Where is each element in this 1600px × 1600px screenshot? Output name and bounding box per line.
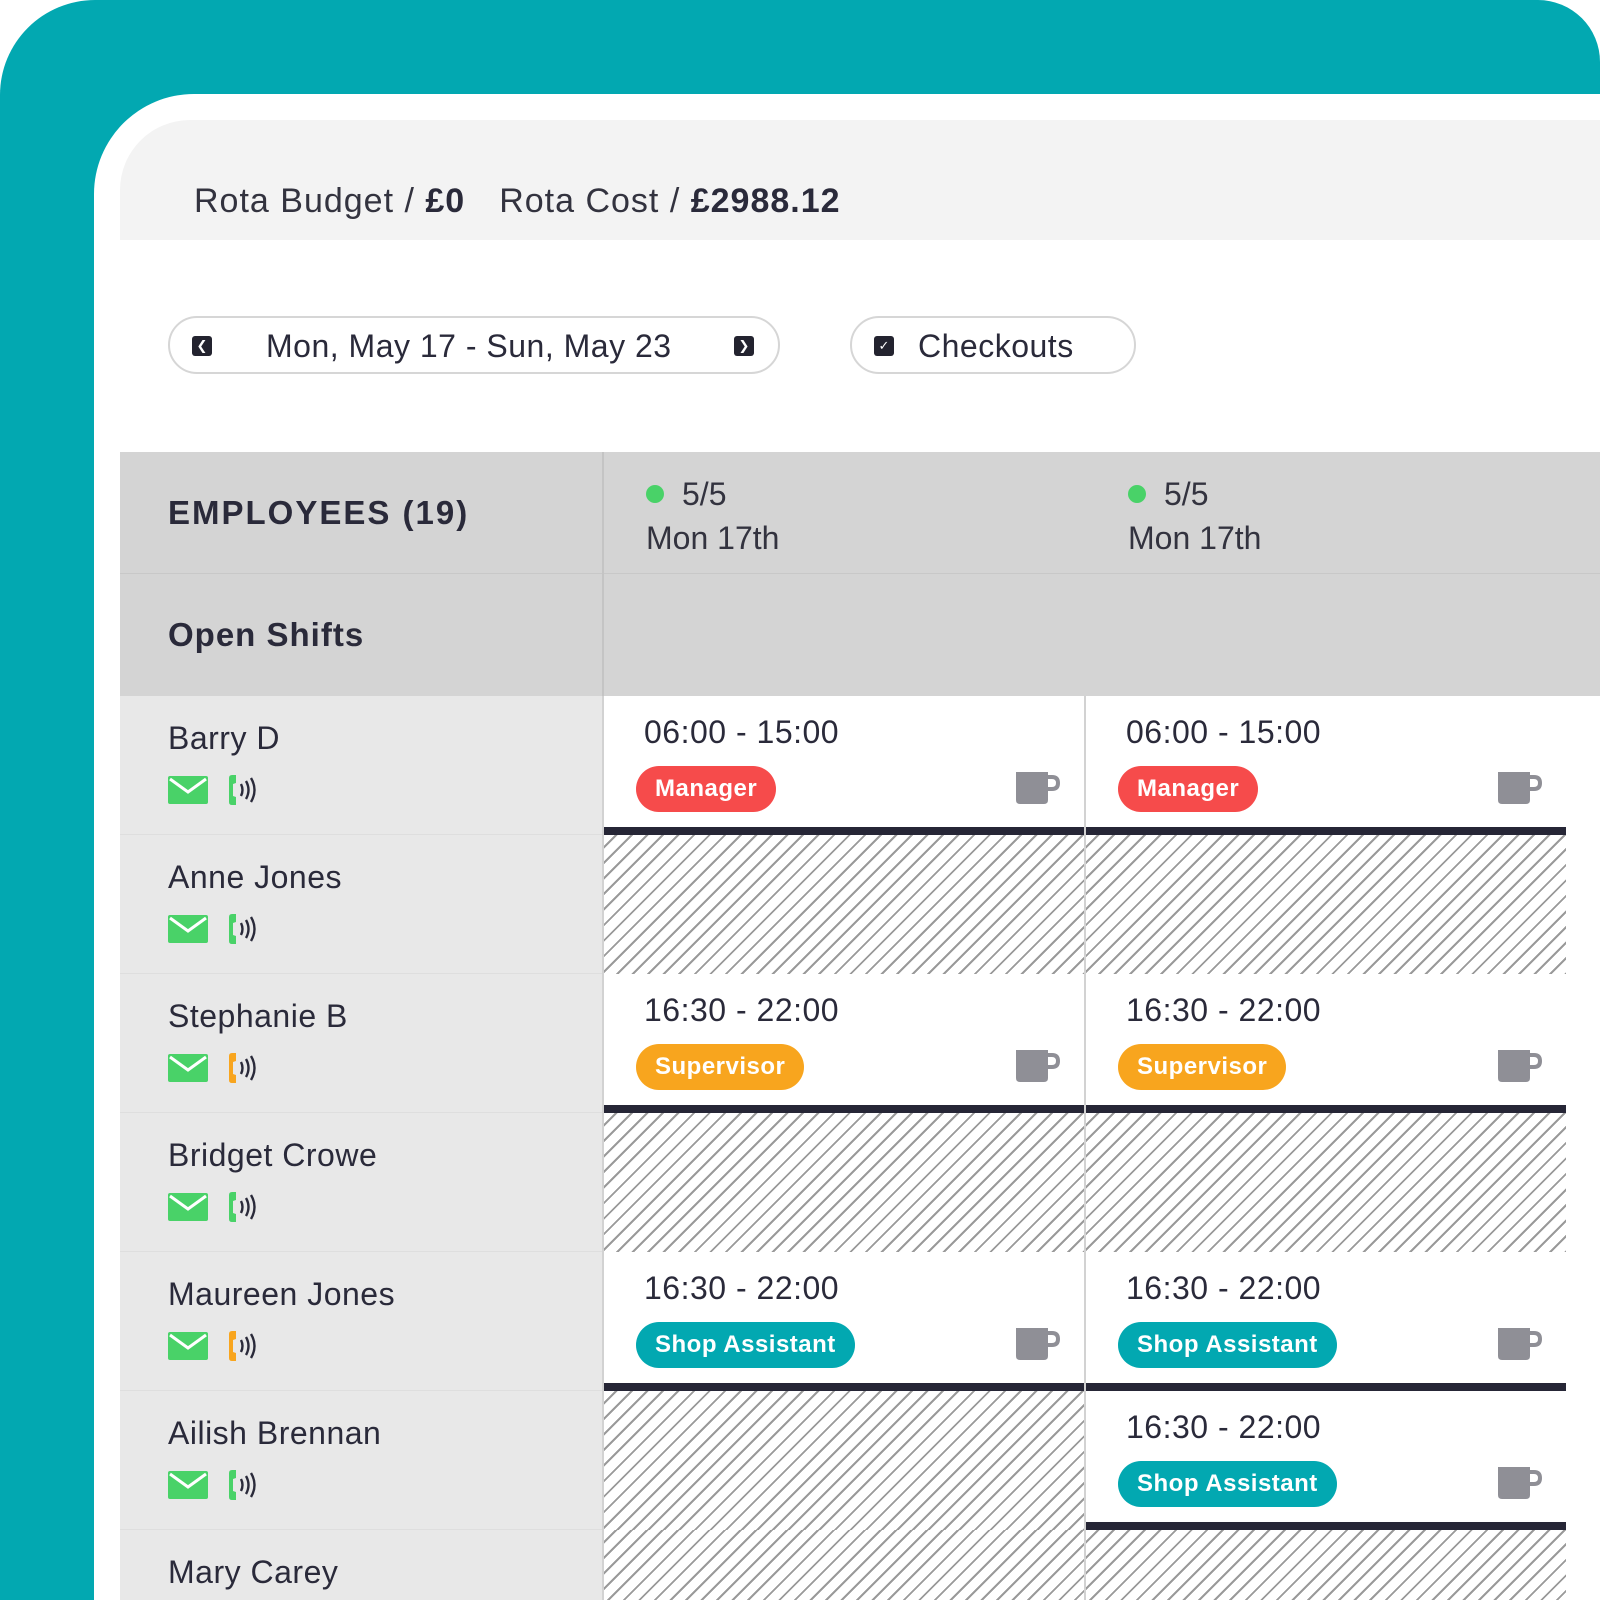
role-badge: Manager <box>1118 766 1259 812</box>
shift-time: 06:00 - 15:00 <box>1126 714 1322 750</box>
phone-icon[interactable] <box>226 1330 260 1362</box>
checkbox-icon[interactable]: ✓ <box>874 336 894 356</box>
column-divider <box>602 696 604 1600</box>
employee-name[interactable]: Barry D <box>168 720 280 756</box>
days-header: 5/5 Mon 17th 5/5 Mon 17th <box>602 452 1600 696</box>
mail-icon[interactable] <box>168 776 208 804</box>
unavailable-cell[interactable] <box>1084 1530 1566 1600</box>
budget-label: Rota Budget / <box>194 182 426 220</box>
shift-cell[interactable]: 06:00 - 15:00 Manager <box>1084 696 1566 835</box>
shift-time: 16:30 - 22:00 <box>644 1270 840 1306</box>
rota-window: Rota Budget / £0 Rota Cost / £2988.12 ❮ M… <box>94 94 1600 1600</box>
phone-icon[interactable] <box>226 1191 260 1223</box>
day-header-mon-2[interactable]: 5/5 Mon 17th <box>1128 472 1261 560</box>
break-mug-icon[interactable] <box>1496 770 1543 806</box>
phone-icon[interactable] <box>226 1052 260 1084</box>
shift-time: 16:30 - 22:00 <box>1126 1270 1322 1306</box>
mail-icon[interactable] <box>168 1471 208 1499</box>
role-badge: Supervisor <box>1118 1044 1287 1090</box>
break-mug-icon[interactable] <box>1014 1048 1061 1084</box>
shift-time: 16:30 - 22:00 <box>644 992 840 1028</box>
role-badge: Shop Assistant <box>1118 1322 1337 1368</box>
unavailable-cell[interactable] <box>602 835 1084 974</box>
shift-cell[interactable]: 16:30 - 22:00 Shop Assistant <box>1084 1391 1566 1530</box>
employee-name[interactable]: Stephanie B <box>168 998 348 1034</box>
prev-arrow-icon[interactable]: ❮ <box>192 336 212 356</box>
employee-name[interactable]: Mary Carey <box>168 1554 339 1590</box>
next-arrow-icon[interactable]: ❯ <box>734 336 754 356</box>
phone-icon[interactable] <box>226 774 260 806</box>
phone-icon[interactable] <box>226 913 260 945</box>
cost-label: Rota Cost / <box>499 182 691 220</box>
checkouts-label: Checkouts <box>918 328 1074 364</box>
break-mug-icon[interactable] <box>1496 1465 1543 1501</box>
budget-value: £0 <box>425 182 466 220</box>
employee-row[interactable]: Maureen Jones <box>120 1252 602 1391</box>
employee-name[interactable]: Maureen Jones <box>168 1276 396 1312</box>
unavailable-cell[interactable] <box>1084 1113 1566 1252</box>
break-mug-icon[interactable] <box>1014 1326 1061 1362</box>
shift-cell[interactable]: 06:00 - 15:00 Manager <box>602 696 1084 835</box>
role-badge: Shop Assistant <box>636 1322 855 1368</box>
break-mug-icon[interactable] <box>1496 1048 1543 1084</box>
shift-cell[interactable]: 16:30 - 22:00 Shop Assistant <box>1084 1252 1566 1391</box>
employees-header <box>120 452 602 574</box>
employee-name[interactable]: Bridget Crowe <box>168 1137 378 1173</box>
day-count: 5/5 <box>1164 476 1209 512</box>
employee-name[interactable]: Ailish Brennan <box>168 1415 382 1451</box>
role-badge: Shop Assistant <box>1118 1461 1337 1507</box>
shift-cell[interactable]: 16:30 - 22:00 Supervisor <box>1084 974 1566 1113</box>
shift-cell[interactable]: 16:30 - 22:00 Shop Assistant <box>602 1252 1084 1391</box>
mail-icon[interactable] <box>168 1054 208 1082</box>
mail-icon[interactable] <box>168 1193 208 1221</box>
date-range-text[interactable]: Mon, May 17 - Sun, May 23 <box>266 328 672 364</box>
open-shifts-label[interactable]: Open Shifts <box>168 616 365 653</box>
day-count: 5/5 <box>682 476 727 512</box>
shift-time: 16:30 - 22:00 <box>1126 1409 1322 1445</box>
role-badge: Manager <box>636 766 777 812</box>
unavailable-cell[interactable] <box>1084 835 1566 974</box>
unavailable-cell[interactable] <box>602 1113 1084 1252</box>
date-range-picker: ❮ Mon, May 17 - Sun, May 23 ❯ <box>168 316 780 374</box>
mail-icon[interactable] <box>168 1332 208 1360</box>
employees-header-title: EMPLOYEES (19) <box>168 494 470 531</box>
shift-time: 16:30 - 22:00 <box>1126 992 1322 1028</box>
role-badge: Supervisor <box>636 1044 805 1090</box>
shift-cell[interactable]: 16:30 - 22:00 Supervisor <box>602 974 1084 1113</box>
mail-icon[interactable] <box>168 915 208 943</box>
rota-grid: EMPLOYEES (19) Open Shifts 5/5 Mon 17th … <box>120 452 1600 1600</box>
unavailable-cell[interactable] <box>602 1530 1084 1600</box>
employee-row[interactable]: Bridget Crowe <box>120 1113 602 1252</box>
break-mug-icon[interactable] <box>1014 770 1061 806</box>
day-header-mon[interactable]: 5/5 Mon 17th <box>646 472 779 560</box>
phone-icon[interactable] <box>226 1469 260 1501</box>
column-divider <box>1084 696 1086 1600</box>
open-shifts-row <box>120 574 602 696</box>
break-mug-icon[interactable] <box>1496 1326 1543 1362</box>
cost-value: £2988.12 <box>690 182 841 220</box>
employee-name[interactable]: Anne Jones <box>168 859 343 895</box>
budget-bar: Rota Budget / £0 Rota Cost / £2988.12 <box>120 120 1600 240</box>
shift-time: 06:00 - 15:00 <box>644 714 840 750</box>
employee-row[interactable]: Mary Carey <box>120 1530 602 1600</box>
employee-row[interactable]: Barry D <box>120 696 602 835</box>
day-label: Mon 17th <box>646 520 780 556</box>
employee-row[interactable]: Anne Jones <box>120 835 602 974</box>
checkouts-toggle[interactable]: ✓ Checkouts <box>850 316 1136 374</box>
budget-summary: Rota Budget / £0 Rota Cost / £2988.12 <box>194 182 841 221</box>
employee-row[interactable]: Stephanie B <box>120 974 602 1113</box>
status-dot-icon <box>646 484 664 503</box>
employee-row[interactable]: Ailish Brennan <box>120 1391 602 1530</box>
status-dot-icon <box>1128 484 1146 503</box>
day-label: Mon 17th <box>1128 520 1262 556</box>
unavailable-cell[interactable] <box>602 1391 1084 1530</box>
